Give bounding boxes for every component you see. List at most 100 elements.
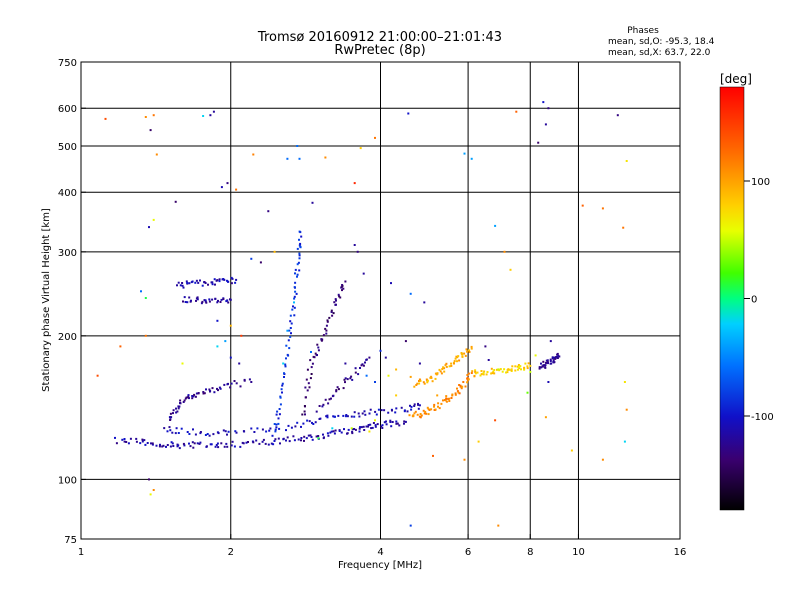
- data-point: [538, 367, 541, 370]
- data-point: [289, 320, 292, 323]
- data-point: [442, 366, 445, 369]
- data-point: [450, 397, 453, 399]
- data-point: [179, 284, 182, 287]
- data-point: [419, 413, 422, 415]
- data-point: [540, 366, 543, 369]
- data-point: [288, 440, 291, 443]
- data-point: [319, 417, 322, 420]
- data-point: [409, 375, 412, 378]
- y-tick-label: 400: [58, 188, 77, 199]
- data-point: [139, 442, 142, 445]
- data-point: [383, 409, 386, 412]
- data-point: [417, 407, 420, 410]
- data-point: [227, 301, 230, 304]
- data-point: [304, 413, 306, 416]
- data-point: [152, 218, 155, 221]
- data-point: [292, 435, 295, 438]
- data-point: [544, 123, 547, 126]
- data-point: [317, 349, 320, 352]
- data-point: [220, 298, 223, 301]
- data-point: [198, 442, 201, 445]
- data-point: [476, 371, 479, 374]
- data-point: [253, 431, 256, 433]
- data-point: [346, 432, 349, 435]
- data-point: [279, 396, 282, 399]
- data-point: [166, 430, 169, 433]
- data-point: [186, 282, 189, 284]
- data-point: [409, 404, 411, 407]
- data-point: [350, 375, 353, 378]
- data-point: [453, 362, 455, 365]
- data-point: [457, 391, 460, 394]
- data-point: [554, 357, 557, 360]
- data-point: [437, 402, 440, 405]
- data-point: [385, 420, 387, 423]
- y-axis: 75 100 200 300 400 500 600 750: [58, 58, 86, 546]
- data-point: [470, 157, 473, 160]
- data-point: [208, 388, 211, 391]
- data-points: [96, 101, 628, 527]
- data-point: [187, 394, 190, 397]
- data-point: [324, 327, 327, 330]
- data-point: [193, 393, 196, 396]
- data-point: [547, 362, 549, 365]
- data-point: [365, 358, 368, 361]
- data-point: [184, 301, 187, 303]
- data-point: [169, 419, 172, 421]
- data-point: [327, 402, 330, 405]
- x-tick-label: 6: [465, 547, 471, 558]
- data-point: [368, 412, 371, 415]
- data-point: [322, 334, 325, 337]
- y-tick-label: 200: [58, 332, 77, 343]
- data-point: [296, 145, 299, 147]
- data-point: [270, 442, 273, 445]
- data-point: [517, 364, 520, 366]
- data-point: [543, 364, 546, 367]
- data-point: [514, 369, 517, 372]
- data-point: [431, 380, 434, 383]
- data-point: [178, 405, 181, 408]
- data-point: [196, 442, 199, 445]
- data-point: [549, 360, 552, 362]
- data-point: [444, 399, 447, 402]
- data-point: [523, 368, 526, 371]
- data-point: [218, 280, 221, 283]
- data-point: [285, 344, 288, 347]
- data-point: [317, 346, 320, 349]
- data-point: [297, 261, 300, 264]
- data-point: [285, 357, 287, 360]
- data-point: [332, 415, 335, 418]
- data-point: [220, 442, 223, 445]
- data-point: [555, 356, 558, 359]
- data-point: [177, 281, 180, 284]
- data-point: [494, 419, 497, 422]
- data-point: [351, 428, 354, 431]
- data-point: [192, 395, 195, 398]
- data-point: [404, 340, 407, 343]
- data-point: [189, 445, 192, 448]
- data-point: [274, 428, 277, 431]
- data-point: [581, 204, 584, 207]
- data-point: [438, 407, 441, 410]
- data-point: [484, 345, 487, 348]
- data-point: [570, 449, 573, 452]
- data-point: [325, 415, 328, 418]
- data-point: [308, 420, 311, 423]
- data-point: [412, 414, 415, 417]
- data-point: [482, 373, 485, 376]
- x-axis: 1 2 4 6 8 10 16: [78, 534, 686, 558]
- data-point: [302, 422, 305, 425]
- data-point: [491, 372, 494, 375]
- data-point: [347, 428, 350, 431]
- data-point: [616, 114, 619, 117]
- data-point: [367, 424, 370, 426]
- data-point: [433, 403, 436, 406]
- data-point: [368, 356, 371, 359]
- data-point: [499, 368, 502, 371]
- data-point: [351, 432, 354, 435]
- data-point: [353, 182, 356, 185]
- data-point: [303, 405, 306, 407]
- data-point: [487, 359, 490, 361]
- data-point: [205, 445, 208, 448]
- data-point: [441, 368, 444, 370]
